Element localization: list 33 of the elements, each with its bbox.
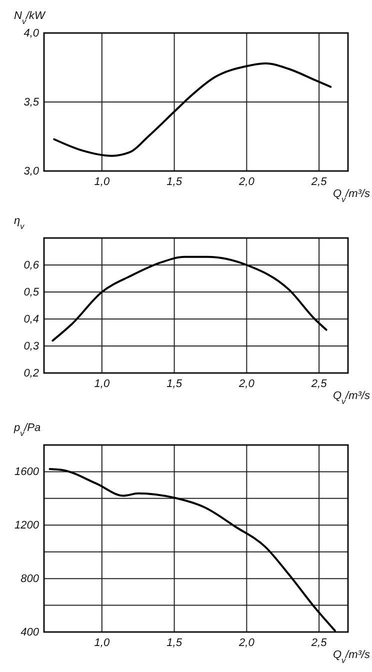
y-tick-label: 0,3	[24, 340, 40, 353]
y-tick-label: 3,0	[24, 166, 40, 178]
x-axis-title: Q$_{v}$/m³/s	[332, 649, 370, 664]
y-tick-label: 0,6	[24, 260, 40, 272]
y-tick-label: 0,4	[24, 314, 39, 326]
y-tick-label: 0,5	[24, 286, 40, 299]
y-tick-label: 3,5	[24, 96, 40, 109]
y-tick-label: 800	[20, 573, 40, 586]
x-tick-label: 1,5	[166, 176, 183, 188]
y-tick-label: 1600	[14, 466, 40, 478]
x-tick-label: 1,0	[94, 378, 110, 390]
x-tick-label: 1,5	[166, 378, 183, 390]
x-tick-label: 2,0	[238, 176, 256, 188]
y-tick-label: 0,2	[24, 368, 39, 380]
x-tick-label: 1,5	[166, 636, 183, 649]
x-tick-label: 1,0	[94, 636, 110, 649]
x-tick-label: 1,0	[94, 176, 110, 188]
x-tick-label: 2,5	[310, 636, 328, 649]
x-tick-label: 2,5	[310, 176, 328, 188]
line-series	[48, 468, 336, 632]
y-axis-title: η$_{v}$	[14, 215, 26, 230]
x-tick-label: 2,0	[238, 636, 256, 649]
y-tick-label: 400	[20, 626, 40, 639]
y-axis-title: p$_{v}$/Pa	[13, 422, 41, 438]
y-tick-label: 4,0	[24, 28, 40, 40]
x-axis-title: Q$_{v}$/m³/s	[332, 390, 370, 406]
line-series	[53, 62, 332, 157]
x-tick-label: 2,0	[238, 378, 256, 390]
x-tick-label: 2,5	[310, 378, 328, 390]
y-tick-label: 1200	[14, 520, 40, 532]
line-series	[52, 256, 328, 342]
x-axis-title: Q$_{v}$/m³/s	[332, 188, 370, 204]
y-axis-title: N$_{v}$/kW	[14, 10, 47, 26]
